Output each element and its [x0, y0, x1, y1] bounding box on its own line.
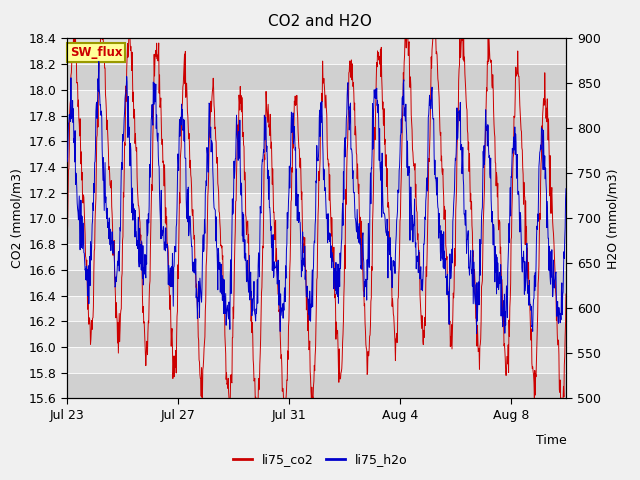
Bar: [67, 218, 566, 244]
Y-axis label: H2O (mmol/m3): H2O (mmol/m3): [606, 168, 620, 269]
Y-axis label: CO2 (mmol/m3): CO2 (mmol/m3): [10, 168, 23, 268]
Bar: [67, 192, 566, 218]
Bar: [67, 347, 566, 372]
Bar: [67, 244, 566, 270]
Bar: [67, 64, 566, 90]
Legend: li75_co2, li75_h2o: li75_co2, li75_h2o: [228, 448, 412, 471]
Bar: [67, 296, 566, 321]
Bar: [67, 270, 566, 296]
Bar: [67, 90, 566, 116]
Bar: [67, 321, 566, 347]
Bar: [67, 141, 566, 167]
Bar: [67, 167, 566, 192]
Text: Time: Time: [536, 434, 566, 447]
Bar: [67, 38, 566, 64]
Bar: [67, 372, 566, 398]
Bar: [67, 116, 566, 141]
Text: CO2 and H2O: CO2 and H2O: [268, 14, 372, 29]
Text: SW_flux: SW_flux: [70, 46, 122, 59]
